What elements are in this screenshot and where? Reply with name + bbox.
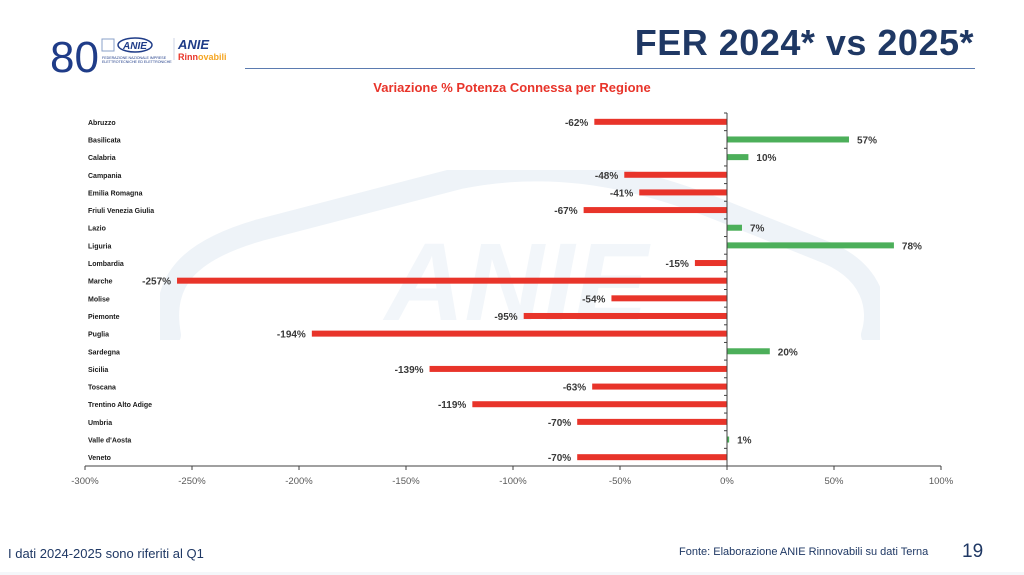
data-label: 7% (750, 224, 765, 235)
chart-title: Variazione % Potenza Connessa per Region… (373, 80, 651, 95)
data-label: 78% (902, 241, 922, 252)
category-label: Umbria (88, 420, 112, 427)
data-label: -63% (563, 383, 586, 394)
x-tick-label: 0% (720, 476, 734, 487)
bar (694, 260, 727, 267)
data-label: -48% (595, 171, 618, 182)
category-label: Piemonte (88, 314, 120, 321)
emblem-icon (101, 38, 115, 52)
footnote: I dati 2024-2025 sono riferiti al Q1 (8, 546, 204, 561)
bar (727, 154, 749, 161)
category-label: Marche (88, 279, 113, 286)
bar (577, 418, 727, 425)
logo-80: 80 (50, 33, 99, 80)
data-label: 1% (737, 436, 752, 447)
bar (592, 383, 727, 390)
bar (577, 454, 727, 461)
x-tick-label: -300% (71, 476, 99, 487)
data-label: -70% (548, 453, 571, 464)
x-tick-label: 50% (824, 476, 844, 487)
bar (727, 224, 742, 231)
category-label: Veneto (88, 455, 111, 462)
data-label: -139% (395, 365, 424, 376)
category-label: Emilia Romagna (88, 190, 143, 197)
bar (611, 295, 727, 302)
category-label: Friuli Venezia Giulia (88, 208, 154, 215)
brand-anie: ANIE (177, 37, 209, 52)
category-label: Toscana (88, 385, 116, 392)
bar-chart: Abruzzo Basilicata Calabria Campania Emilia … (71, 112, 954, 487)
bar (727, 436, 730, 443)
anie-oval-icon (117, 37, 153, 53)
category-label: Liguria (88, 243, 111, 250)
category-label: Sardegna (88, 349, 120, 356)
data-label: -70% (548, 418, 571, 429)
x-tick-label: -250% (178, 476, 206, 487)
category-label: Molise (88, 296, 110, 303)
data-label: -257% (142, 277, 171, 288)
category-label: Campania (88, 173, 122, 180)
bottom-divider (0, 572, 1024, 575)
category-label: Abruzzo (88, 120, 116, 127)
bar (523, 312, 727, 319)
category-label: Puglia (88, 332, 109, 339)
category-label: Sicilia (88, 367, 108, 374)
bar (594, 118, 727, 125)
bar (639, 189, 727, 196)
bar (727, 136, 849, 143)
data-label: -54% (582, 294, 605, 305)
svg-text:ELETTROTECNICHE ED ELETTRONICH: ELETTROTECNICHE ED ELETTRONICHE (102, 60, 172, 64)
x-tick-label: -200% (285, 476, 313, 487)
category-label: Trentino Alto Adige (88, 402, 152, 409)
x-tick-label: -50% (609, 476, 632, 487)
svg-text:ANIE: ANIE (122, 41, 147, 52)
category-label: Valle d'Aosta (88, 438, 131, 445)
bar (177, 277, 727, 284)
category-label: Lazio (88, 226, 106, 233)
data-label: -194% (277, 330, 306, 341)
x-tick-label: 100% (929, 476, 954, 487)
category-label: Basilicata (88, 137, 121, 144)
page-title: FER 2024* vs 2025* (634, 22, 974, 63)
bar (429, 365, 727, 372)
data-label: -62% (565, 118, 588, 129)
page-number: 19 (962, 541, 984, 562)
logo: 80 ANIE FEDERAZIONE NAZIONALE IMPRESE EL… (50, 33, 227, 80)
bar (624, 171, 727, 178)
x-tick-label: -150% (392, 476, 420, 487)
bar (727, 242, 894, 249)
category-label: Calabria (88, 155, 116, 162)
data-label: -15% (666, 259, 689, 270)
bar (472, 401, 727, 408)
data-label: -41% (610, 188, 633, 199)
bar (583, 207, 727, 214)
data-label: 20% (778, 347, 798, 358)
data-label: -95% (494, 312, 517, 323)
title-divider (245, 68, 975, 69)
data-label: 10% (756, 153, 776, 164)
data-label: 57% (857, 135, 877, 146)
category-label: Lombardia (88, 261, 124, 268)
brand-rinnovabili: Rinnovabili (178, 52, 227, 62)
data-label: -67% (554, 206, 577, 217)
source-note: Fonte: Elaborazione ANIE Rinnovabili su … (679, 546, 929, 558)
data-label: -119% (438, 400, 466, 411)
bar (311, 330, 727, 337)
bar (727, 348, 770, 355)
svg-text:FEDERAZIONE NAZIONALE IMPRESE: FEDERAZIONE NAZIONALE IMPRESE (102, 56, 167, 60)
x-tick-label: -100% (499, 476, 527, 487)
